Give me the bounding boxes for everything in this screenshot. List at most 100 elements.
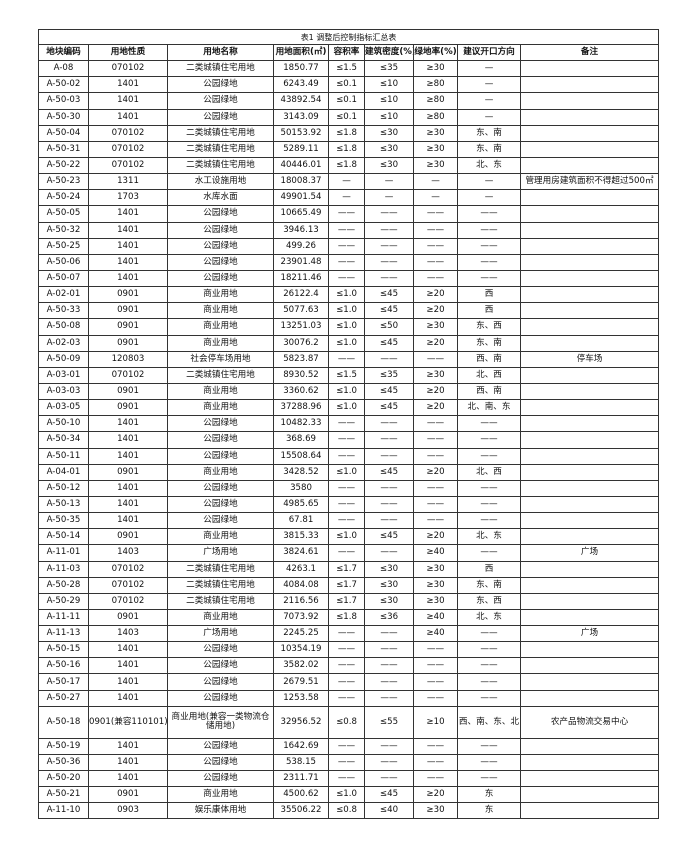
- cell-remarks: [519, 641, 660, 659]
- cell-building-density: ——: [364, 689, 414, 707]
- cell-access-direction: —: [457, 76, 521, 94]
- cell-green-ratio: ≥40: [413, 608, 458, 627]
- table-row: A-11-01 1403 广场用地 3824.61 —— —— ≥40 —— 广场: [38, 544, 660, 562]
- cell-remarks: [519, 802, 660, 820]
- table-row: A-50-17 1401 公园绿地 2679.51 —— —— —— ——: [38, 673, 660, 691]
- table-row: A-03-01 070102 二类城镇住宅用地 8930.52 ≤1.5 ≤35 ≥30 北、…: [38, 366, 660, 384]
- cell-land-use-code: 0901: [88, 528, 168, 546]
- table-row: A-50-03 1401 公园绿地 43892.54 ≤0.1 ≤10 ≥80—: [38, 92, 660, 110]
- cell-remarks: [519, 463, 660, 481]
- cell-floor-area-ratio: —: [328, 173, 365, 191]
- cell-building-density: ——: [364, 512, 414, 530]
- cell-land-use-name: 广场用地: [167, 544, 274, 562]
- cell-floor-area-ratio: ≤1.0: [328, 463, 365, 481]
- cell-land-use-name: 公园绿地: [167, 92, 274, 110]
- cell-block-code: A-50-11: [38, 447, 89, 465]
- cell-remarks: 管理用房建筑面积不得超过500㎡: [519, 173, 660, 191]
- cell-access-direction: ——: [457, 689, 521, 707]
- cell-land-use-name: 公园绿地: [167, 431, 274, 449]
- cell-floor-area-ratio: ≤1.8: [328, 608, 365, 627]
- cell-floor-area-ratio: ——: [328, 447, 365, 465]
- cell-floor-area-ratio: ——: [328, 512, 365, 530]
- cell-access-direction: 西、南: [457, 382, 521, 401]
- cell-land-use-name: 公园绿地: [167, 673, 274, 691]
- cell-remarks: 广场: [519, 625, 660, 643]
- cell-land-use-code: 1401: [88, 673, 168, 691]
- cell-land-use-code: 1401: [88, 92, 168, 110]
- cell-land-use-name: 二类城镇住宅用地: [167, 592, 274, 610]
- cell-floor-area-ratio: ——: [328, 269, 365, 288]
- cell-green-ratio: ≥20: [413, 382, 458, 401]
- cell-access-direction: 东、南: [457, 334, 521, 352]
- cell-green-ratio: ≥30: [413, 592, 458, 610]
- cell-building-density: ≤55: [364, 705, 414, 739]
- cell-land-area: 1253.58: [273, 689, 329, 707]
- cell-block-code: A-50-02: [38, 76, 89, 94]
- cell-green-ratio: ≥20: [413, 528, 458, 546]
- cell-land-area: 37288.96: [273, 399, 329, 417]
- cell-land-area: 10482.33: [273, 415, 329, 433]
- cell-building-density: ≤30: [364, 140, 414, 158]
- cell-floor-area-ratio: ≤0.1: [328, 108, 365, 126]
- cell-land-area: 43892.54: [273, 92, 329, 110]
- cell-floor-area-ratio: ≤0.8: [328, 705, 365, 739]
- cell-land-use-code: 1401: [88, 770, 168, 788]
- cell-building-density: ——: [364, 625, 414, 643]
- cell-remarks: [519, 318, 660, 336]
- cell-remarks: [519, 495, 660, 514]
- cell-land-use-name: 商业用地: [167, 463, 274, 481]
- cell-access-direction: 东、南: [457, 576, 521, 594]
- cell-green-ratio: ≥30: [413, 60, 458, 78]
- cell-block-code: A-03-03: [38, 382, 89, 401]
- table-row: A-50-27 1401 公园绿地 1253.58 —— —— —— ——: [38, 689, 660, 707]
- cell-land-use-code: 0901: [88, 318, 168, 336]
- cell-access-direction: ——: [457, 237, 521, 255]
- cell-land-use-name: 二类城镇住宅用地: [167, 60, 274, 78]
- cell-floor-area-ratio: ——: [328, 221, 365, 239]
- cell-building-density: ——: [364, 350, 414, 368]
- cell-building-density: ——: [364, 544, 414, 562]
- cell-land-use-name: 商业用地: [167, 286, 274, 304]
- cell-block-code: A-11-13: [38, 625, 89, 643]
- cell-green-ratio: ≥10: [413, 705, 458, 739]
- cell-block-code: A-11-11: [38, 608, 89, 627]
- cell-remarks: [519, 221, 660, 239]
- cell-land-area: 3360.62: [273, 382, 329, 401]
- cell-block-code: A-50-34: [38, 431, 89, 449]
- cell-land-use-name: 公园绿地: [167, 269, 274, 288]
- cell-building-density: ≤30: [364, 592, 414, 610]
- cell-land-use-code: 1401: [88, 479, 168, 497]
- table-row: A-03-03 0901 商业用地 3360.62 ≤1.0 ≤45 ≥20 西、南: [38, 382, 660, 401]
- cell-floor-area-ratio: ≤1.0: [328, 399, 365, 417]
- cell-land-area: 10354.19: [273, 641, 329, 659]
- cell-land-area: 4084.08: [273, 576, 329, 594]
- cell-remarks: 广场: [519, 544, 660, 562]
- table-row: A-50-19 1401 公园绿地 1642.69 —— —— —— ——: [38, 737, 660, 755]
- cell-green-ratio: ≥30: [413, 124, 458, 142]
- cell-building-density: ——: [364, 431, 414, 449]
- table-row: A-50-31 070102 二类城镇住宅用地 5289.11 ≤1.8 ≤30 ≥30 东、…: [38, 140, 660, 158]
- cell-green-ratio: ——: [413, 657, 458, 675]
- cell-building-density: ≤40: [364, 802, 414, 820]
- table-row: A-50-25 1401 公园绿地 499.26 —— —— —— ——: [38, 237, 660, 255]
- cell-remarks: 农产品物流交易中心: [519, 705, 660, 739]
- table-row: A-50-33 0901 商业用地 5077.63 ≤1.0 ≤45 ≥20 西: [38, 302, 660, 320]
- cell-building-density: ≤30: [364, 560, 414, 578]
- table-row: A-11-13 1403 广场用地 2245.25 —— —— ≥40 —— 广场: [38, 625, 660, 643]
- cell-land-use-code: 1401: [88, 657, 168, 675]
- cell-land-use-name: 水工设施用地: [167, 173, 274, 191]
- cell-block-code: A-50-03: [38, 92, 89, 110]
- cell-remarks: [519, 108, 660, 126]
- cell-block-code: A-50-16: [38, 657, 89, 675]
- table-row: A-50-32 1401 公园绿地 3946.13 —— —— —— ——: [38, 221, 660, 239]
- cell-access-direction: ——: [457, 431, 521, 449]
- cell-floor-area-ratio: ≤1.7: [328, 592, 365, 610]
- cell-building-density: ——: [364, 415, 414, 433]
- cell-green-ratio: ≥30: [413, 318, 458, 336]
- cell-land-area: 1850.77: [273, 60, 329, 78]
- cell-land-use-code: 1401: [88, 221, 168, 239]
- cell-land-use-name: 二类城镇住宅用地: [167, 576, 274, 594]
- cell-remarks: [519, 92, 660, 110]
- cell-land-area: 6243.49: [273, 76, 329, 94]
- table-row: A-50-18 0901(兼容110101) 商业用地(兼容一类物流仓储用地) 329…: [38, 705, 660, 739]
